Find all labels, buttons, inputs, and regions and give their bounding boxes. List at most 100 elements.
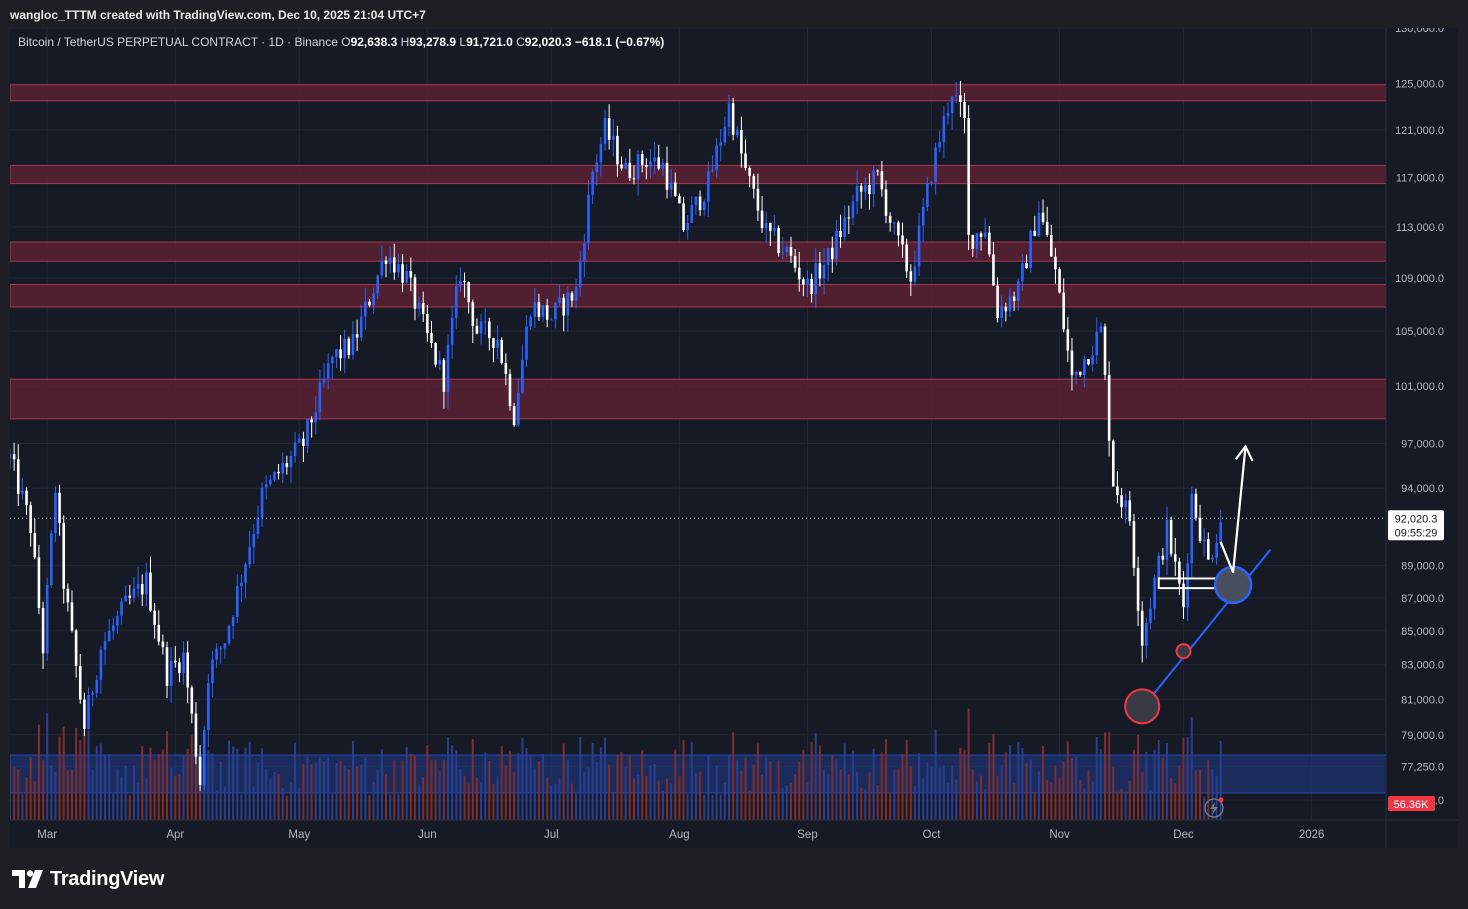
x-axis-tick-label: Jul — [544, 829, 559, 841]
volume-bar — [909, 765, 912, 820]
volume-bar — [1033, 791, 1036, 820]
candle-body — [971, 234, 975, 249]
candle-body — [1116, 486, 1119, 496]
volume-bar — [988, 743, 991, 820]
candle-body — [1136, 567, 1140, 611]
candle-body — [545, 305, 549, 320]
candle-body — [231, 617, 235, 627]
volume-bar — [575, 791, 578, 820]
candle-body — [355, 334, 359, 338]
volume-bar — [1157, 740, 1160, 820]
candle-body — [1128, 500, 1132, 522]
volume-bar — [401, 760, 404, 820]
candle-body — [240, 582, 243, 587]
candle-body — [1178, 561, 1181, 584]
open-label: O — [341, 35, 351, 49]
candle-body — [128, 595, 132, 598]
candle-body — [814, 263, 818, 295]
candle-body — [628, 162, 632, 179]
volume-bar — [521, 737, 524, 820]
candle-body — [678, 196, 681, 204]
candle-body — [1037, 212, 1041, 237]
volume-bar — [137, 783, 140, 820]
open-value: 92,638.3 — [350, 35, 398, 49]
volume-bar — [178, 774, 181, 820]
candle-body — [905, 244, 908, 272]
candle-body — [950, 96, 954, 114]
volume-bar — [930, 766, 933, 820]
candle-body — [95, 679, 99, 694]
chart-pane[interactable]: 130,000.0 125,000.0 121,000.0 117,000.0 113,… — [10, 28, 1458, 848]
volume-bar — [1190, 717, 1193, 820]
candle-body — [781, 252, 785, 254]
symbol-name[interactable]: Bitcoin / TetherUS PERPETUAL CONTRACT · … — [18, 35, 338, 49]
volume-bar — [409, 753, 412, 820]
volume-bar — [942, 765, 945, 820]
volume-bar — [1008, 744, 1011, 820]
candle-body — [1099, 326, 1103, 332]
volume-bar — [91, 769, 94, 820]
volume-bar — [851, 750, 854, 820]
candle-body — [99, 649, 103, 680]
volume-bar — [1108, 732, 1111, 820]
tradingview-wordmark: TradingView — [50, 867, 165, 890]
volume-bar — [405, 746, 408, 820]
volume-bar — [484, 752, 487, 820]
candle-body — [723, 126, 727, 143]
volume-bar — [1170, 778, 1173, 820]
candle-body — [277, 471, 280, 474]
candle-body — [826, 247, 830, 265]
candle-body — [54, 492, 57, 534]
candle-body — [872, 170, 875, 195]
candle-body — [665, 162, 669, 190]
candle-body — [839, 230, 842, 238]
candle-body — [707, 171, 710, 202]
candle-body — [595, 162, 599, 172]
candle-body — [793, 255, 797, 268]
resistance-zone — [10, 378, 1387, 420]
candle-body — [566, 292, 570, 316]
candle-body — [599, 144, 603, 163]
candle-body — [107, 630, 111, 642]
lightning-icon-ring — [1204, 798, 1224, 818]
volume-bar — [1211, 768, 1214, 820]
volume-bar — [306, 756, 309, 820]
candle-body — [1186, 563, 1189, 608]
candle-body — [719, 142, 723, 146]
candle-body — [426, 313, 429, 334]
volume-bar — [835, 759, 838, 820]
candle-body — [851, 201, 855, 218]
volume-bar — [364, 757, 367, 820]
volume-bar — [351, 741, 354, 820]
candle-body — [331, 356, 334, 364]
volume-bar — [913, 786, 916, 820]
x-axis-tick-label: Apr — [166, 829, 184, 841]
volume-bar — [451, 745, 454, 820]
volume-bar — [182, 755, 185, 820]
volume-bar — [380, 749, 383, 820]
volume-bar — [29, 756, 32, 820]
candle-body — [1083, 359, 1086, 375]
volume-bar — [641, 750, 644, 820]
volume-bar — [868, 772, 871, 820]
candle-body — [136, 583, 140, 589]
candle-body — [124, 595, 127, 602]
volume-bar — [765, 757, 768, 820]
volume-bar — [1145, 751, 1148, 820]
candle-body — [892, 222, 896, 224]
volume-bar — [116, 768, 119, 820]
price-chart[interactable]: 130,000.0 125,000.0 121,000.0 117,000.0 113,… — [10, 28, 1458, 848]
volume-bar — [1153, 749, 1156, 820]
volume-bar — [794, 774, 797, 820]
candle-body — [273, 471, 276, 480]
volume-bar — [963, 750, 966, 820]
candle-body — [1211, 557, 1214, 560]
volume-bar — [1062, 761, 1065, 820]
x-axis-tick-label: Sep — [797, 829, 817, 841]
candle-body — [1173, 554, 1177, 562]
volume-bar — [318, 756, 321, 820]
candle-body — [1207, 539, 1210, 560]
candle-body — [818, 263, 822, 279]
volume-bar — [54, 771, 57, 820]
candle-body — [479, 321, 483, 334]
